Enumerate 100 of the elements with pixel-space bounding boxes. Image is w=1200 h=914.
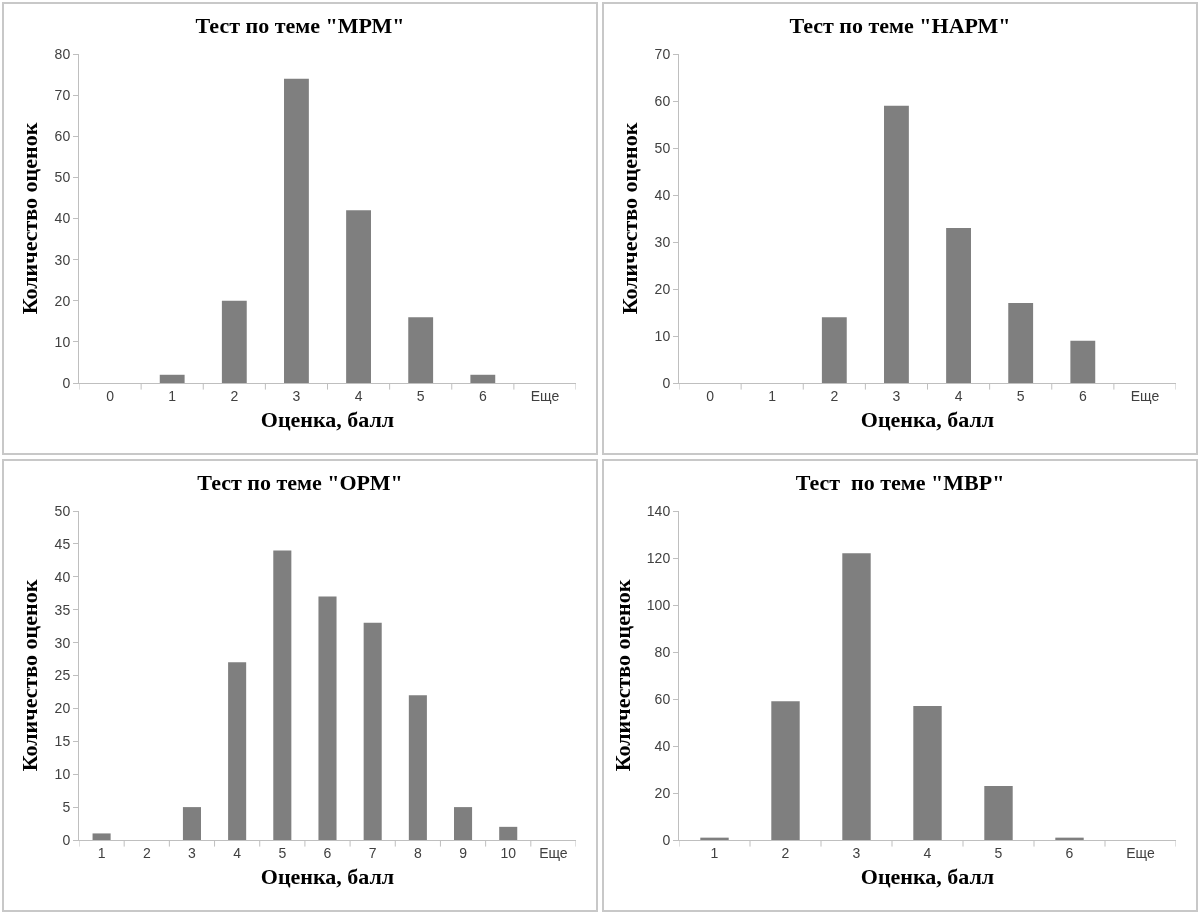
bar [273,550,292,840]
y-tick-label: 5 [62,799,71,815]
y-tick-label: 100 [646,596,671,613]
y-axis-title: Количество оценок [17,122,43,315]
x-tick-label: 6 [323,844,332,861]
x-tick-label: 5 [278,844,287,861]
y-tick-label: 40 [654,186,671,203]
chart-title: Тест по теме "МРМ" [195,12,405,38]
y-tick-label: 30 [54,251,71,268]
y-tick-label: 20 [54,292,71,309]
x-tick-label: 4 [354,387,363,404]
x-tick-label: 3 [292,387,301,404]
x-tick-label: 6 [1078,387,1087,404]
y-tick-label: 0 [662,374,671,391]
y-tick-label: 60 [654,92,671,109]
x-tick-label: Еще [530,387,560,404]
x-tick-label: 1 [768,387,777,404]
y-tick-label: 140 [646,502,671,519]
y-tick-label: 20 [654,784,671,801]
x-tick-label: 2 [230,387,239,404]
x-tick-label: 5 [1016,387,1025,404]
y-tick-label: 0 [62,374,71,391]
y-tick-label: 80 [654,643,671,660]
bar [92,833,111,840]
chart-title: Тест по теме "НАРМ" [789,12,1011,38]
y-tick-label: 25 [54,667,71,684]
y-tick-label: 20 [654,280,671,297]
y-tick-label: 45 [54,535,71,552]
x-tick-label: 6 [478,387,487,404]
bar [182,807,201,840]
y-tick-label: 40 [54,568,71,585]
y-tick-label: 50 [54,169,71,186]
x-tick-label: 2 [142,844,151,861]
x-tick-label: 3 [892,387,901,404]
x-tick-label: 4 [954,387,963,404]
x-tick-label: 4 [923,844,932,861]
bar [499,826,518,840]
y-tick-label: 10 [54,333,71,350]
bar [318,596,337,840]
bar [884,105,909,383]
y-tick-label: 30 [54,634,71,651]
x-tick-label: 8 [413,844,422,861]
bar [1008,303,1034,383]
x-tick-label: 3 [188,844,197,861]
chart-title: Тест по теме "МВР" [795,469,1005,495]
x-tick-label: 5 [416,387,425,404]
bar [363,622,382,840]
x-tick-label: 2 [830,387,839,404]
bar [842,553,871,840]
x-axis-title: Оценка, балл [860,863,995,889]
y-tick-label: 50 [54,502,71,519]
y-tick-label: 70 [654,45,671,62]
y-axis-title: Количество оценок [609,579,635,772]
y-tick-label: 10 [654,327,671,344]
y-axis-title: Количество оценок [17,579,43,772]
x-tick-label: 5 [994,844,1003,861]
x-tick-label: 0 [106,387,115,404]
x-tick-label: Еще [539,844,568,861]
bar [228,662,247,840]
y-tick-label: 80 [54,45,71,62]
y-tick-label: 50 [654,139,671,156]
bar [470,374,496,383]
x-tick-label: 6 [1065,844,1074,861]
bar [408,317,434,383]
y-tick-label: 10 [54,766,71,783]
x-tick-label: 10 [500,844,517,861]
y-tick-label: 60 [54,128,71,145]
chart-title: Тест по теме "ОРМ" [197,469,403,495]
bar [221,300,247,383]
y-tick-label: 40 [54,210,71,227]
y-tick-label: 0 [662,831,671,848]
bar [1070,340,1096,383]
y-tick-label: 0 [62,831,71,848]
x-tick-label: 3 [852,844,861,861]
bar [408,695,427,840]
x-tick-label: 4 [233,844,242,861]
y-tick-label: 20 [54,700,71,717]
y-tick-label: 30 [654,233,671,250]
y-tick-label: 60 [654,690,671,707]
y-tick-label: 120 [646,549,671,566]
x-axis-title: Оценка, балл [860,406,995,432]
x-tick-label: 2 [781,844,790,861]
bar [346,210,371,383]
x-tick-label: Еще [1130,387,1160,404]
bar [771,701,800,840]
x-tick-label: 0 [706,387,715,404]
x-tick-label: 9 [459,844,468,861]
bar [454,807,473,840]
x-tick-label: 1 [710,844,719,861]
x-tick-label: 1 [168,387,177,404]
bar [284,78,309,383]
x-axis-title: Оценка, балл [260,406,395,432]
x-axis-title: Оценка, балл [260,863,395,889]
x-tick-label: 7 [368,844,377,861]
y-axis-title: Количество оценок [617,122,643,315]
bar [821,317,847,383]
y-tick-label: 40 [654,737,671,754]
x-tick-label: Еще [1126,844,1155,861]
bar [946,227,971,383]
bar [984,785,1013,840]
